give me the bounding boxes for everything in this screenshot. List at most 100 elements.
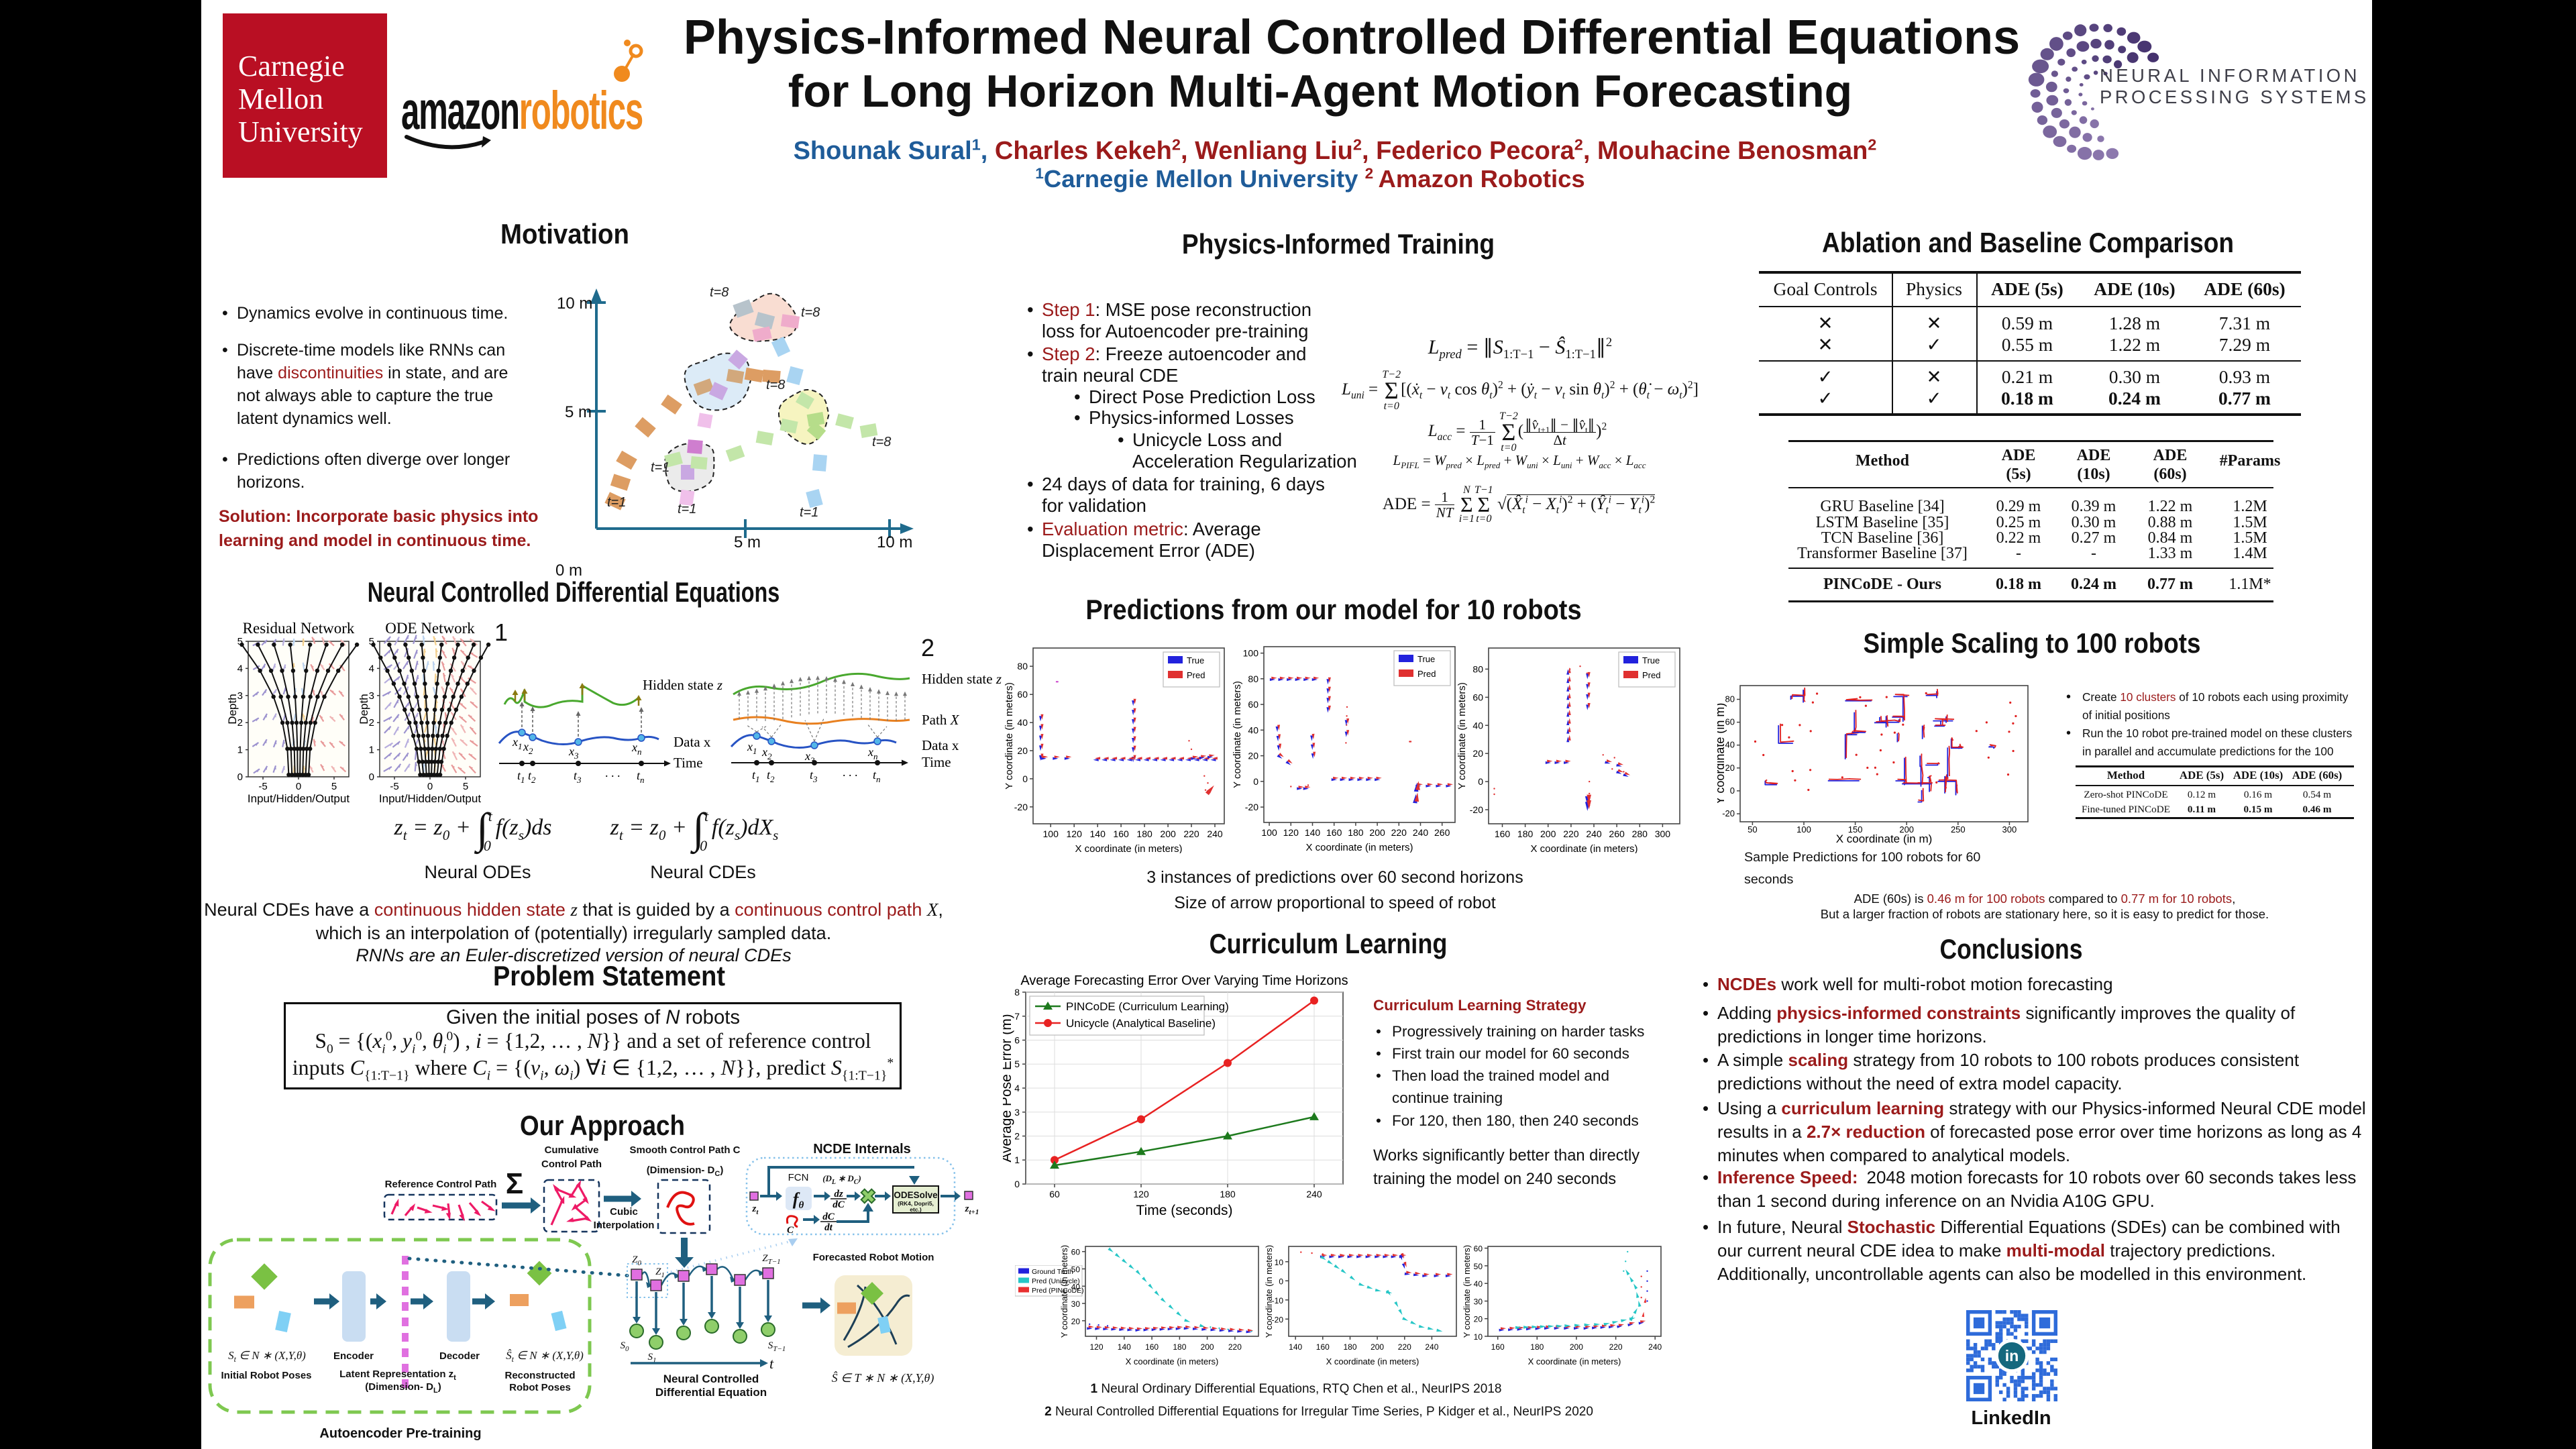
svg-text:60: 60 (1049, 1189, 1060, 1199)
svg-text:2: 2 (369, 717, 374, 729)
svg-text:5 m: 5 m (565, 403, 592, 421)
svg-text:ODESolve: ODESolve (894, 1190, 938, 1200)
svg-text:(DL ∗ DC): (DL ∗ DC) (822, 1173, 861, 1186)
svg-text:100: 100 (1043, 828, 1059, 839)
svg-text:-5: -5 (258, 781, 267, 792)
svg-text:4: 4 (1014, 1083, 1020, 1093)
svg-text:Input/Hidden/Output: Input/Hidden/Output (379, 792, 481, 805)
svg-text:30: 30 (1071, 1299, 1081, 1309)
svg-text:X coordinate (in meters): X coordinate (in meters) (1528, 1356, 1621, 1366)
svg-text:(Dimension- DC): (Dimension- DC) (647, 1165, 724, 1178)
svg-text:100: 100 (1796, 824, 1811, 835)
svg-text:20: 20 (1248, 751, 1258, 761)
svg-text:Path X: Path X (922, 712, 960, 728)
svg-text:Y coordinate (in meters): Y coordinate (in meters) (1060, 1245, 1069, 1338)
svg-text:Pred (Unicycle): Pred (Unicycle) (1032, 1277, 1080, 1285)
svg-text:Ŝt ∈ N ∗ (X,Y,θ): Ŝt ∈ N ∗ (X,Y,θ) (506, 1349, 584, 1364)
svg-text:in: in (2005, 1347, 2019, 1364)
svg-text:0: 0 (427, 781, 433, 792)
svg-text:50: 50 (1474, 1262, 1483, 1271)
svg-text:True: True (1417, 654, 1435, 664)
svg-text:160: 160 (1316, 1342, 1330, 1352)
svg-text:X coordinate (in meters): X coordinate (in meters) (1530, 843, 1638, 853)
svg-text:60: 60 (1725, 717, 1735, 727)
svg-text:3: 3 (369, 690, 374, 702)
svg-text:Hidden state z: Hidden state z (643, 677, 722, 693)
svg-text:PROCESSING SYSTEMS: PROCESSING SYSTEMS (2100, 87, 2369, 107)
svg-text:2: 2 (237, 717, 243, 729)
svg-text:dC: dC (833, 1199, 845, 1210)
svg-text:0: 0 (1022, 773, 1028, 784)
svg-text:280: 280 (1632, 828, 1648, 839)
svg-text:Reference Control Path: Reference Control Path (385, 1179, 497, 1190)
svg-text:t=8: t=8 (801, 305, 820, 320)
svg-text:t=8: t=8 (710, 285, 729, 300)
svg-text:-10: -10 (1272, 1296, 1284, 1305)
svg-text:80: 80 (1725, 694, 1735, 704)
svg-text:4: 4 (237, 663, 243, 674)
svg-text:50: 50 (1071, 1265, 1081, 1275)
svg-text:240: 240 (1648, 1342, 1662, 1352)
svg-text:t3: t3 (574, 769, 582, 785)
svg-text:40: 40 (1017, 717, 1028, 728)
svg-text:0: 0 (1014, 1179, 1020, 1189)
svg-text:xn: xn (867, 745, 878, 761)
svg-text:20: 20 (1017, 745, 1028, 756)
svg-text:20: 20 (1071, 1317, 1081, 1326)
svg-text:X coordinate (in m): X coordinate (in m) (1836, 833, 1933, 845)
svg-text:Y coordinate (in meters): Y coordinate (in meters) (1233, 681, 1243, 788)
svg-text:dz: dz (834, 1189, 843, 1199)
svg-text:C: C (787, 1225, 794, 1236)
svg-text:Residual Network: Residual Network (243, 620, 355, 637)
svg-text:tn: tn (637, 769, 645, 785)
svg-text:10: 10 (1474, 1332, 1483, 1342)
svg-text:80: 80 (1017, 661, 1028, 672)
svg-text:Y coordinate (in meters): Y coordinate (in meters) (1265, 1245, 1274, 1338)
svg-text:Y coordinate (in meters): Y coordinate (in meters) (1458, 682, 1468, 790)
svg-text:3: 3 (1014, 1107, 1020, 1118)
svg-text:x2: x2 (523, 740, 533, 756)
svg-text:140: 140 (1118, 1342, 1131, 1352)
svg-text:(Dimension- DL): (Dimension- DL) (365, 1381, 441, 1395)
svg-text:260: 260 (1434, 827, 1450, 838)
svg-text:t=1: t=1 (651, 460, 669, 475)
svg-text:5: 5 (331, 781, 337, 792)
svg-text:-20: -20 (1722, 808, 1735, 818)
svg-text:6: 6 (1014, 1035, 1020, 1046)
svg-text:NCDE Internals: NCDE Internals (813, 1142, 911, 1157)
svg-text:80: 80 (1248, 674, 1258, 684)
svg-text:180: 180 (1348, 827, 1364, 838)
svg-text:Control Path: Control Path (541, 1159, 602, 1170)
svg-text:1: 1 (237, 745, 243, 756)
svg-text:Smooth Control Path C: Smooth Control Path C (630, 1144, 741, 1156)
svg-text:Σ: Σ (506, 1167, 523, 1200)
svg-text:160: 160 (1326, 827, 1342, 838)
svg-text:etc.): etc.) (910, 1206, 922, 1213)
svg-text:220: 220 (1398, 1342, 1411, 1352)
svg-text:Data x: Data x (674, 734, 711, 750)
svg-text:100: 100 (1261, 827, 1277, 838)
svg-text:X coordinate (in meters): X coordinate (in meters) (1305, 842, 1413, 853)
svg-text:zt+1: zt+1 (965, 1203, 979, 1216)
svg-text:NEURAL INFORMATION: NEURAL INFORMATION (2100, 65, 2360, 86)
svg-text:200: 200 (1570, 1342, 1583, 1352)
svg-text:Input/Hidden/Output: Input/Hidden/Output (248, 792, 350, 805)
svg-text:200: 200 (1201, 1342, 1214, 1352)
svg-text:120: 120 (1067, 828, 1083, 839)
svg-text:t=1: t=1 (800, 505, 818, 520)
svg-text:tn: tn (873, 768, 881, 784)
svg-text:10: 10 (1275, 1258, 1284, 1267)
svg-text:40: 40 (1474, 1279, 1483, 1289)
svg-text:5 m: 5 m (734, 533, 761, 551)
svg-text:Pred (PINCoDE): Pred (PINCoDE) (1032, 1287, 1084, 1295)
svg-text:Y coordinate (in meters): Y coordinate (in meters) (1462, 1245, 1472, 1338)
svg-text:60: 60 (1472, 692, 1483, 702)
svg-text:80: 80 (1472, 663, 1483, 674)
svg-text:240: 240 (1586, 828, 1602, 839)
svg-text:Y coordinate (in m): Y coordinate (in m) (1717, 703, 1727, 805)
svg-text:Differential Equation: Differential Equation (655, 1386, 767, 1399)
svg-text:True: True (1187, 655, 1204, 665)
svg-text:t=1: t=1 (607, 495, 626, 510)
svg-text:200: 200 (1160, 828, 1176, 839)
svg-text:-20: -20 (1014, 802, 1028, 812)
